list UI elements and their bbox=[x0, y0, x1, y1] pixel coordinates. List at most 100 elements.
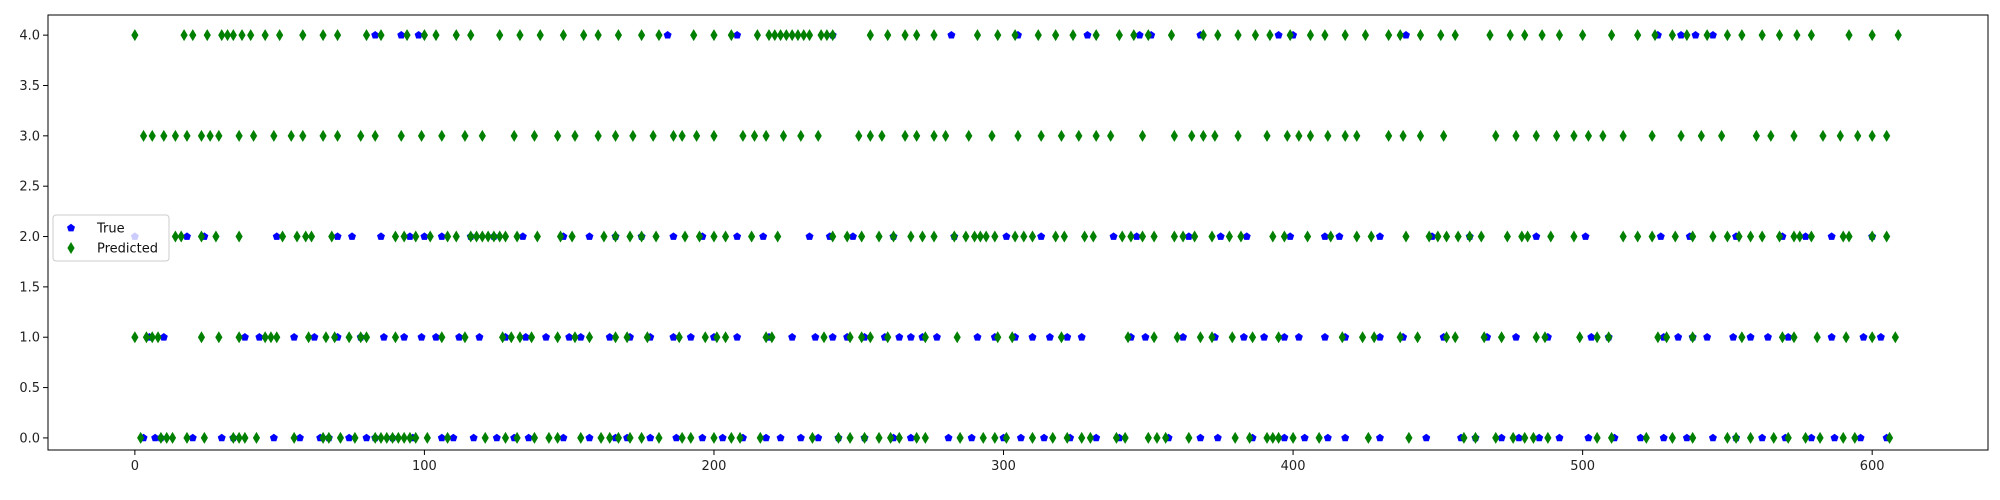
point-true bbox=[217, 433, 226, 442]
point-predicted bbox=[1619, 129, 1627, 142]
point-predicted bbox=[1512, 129, 1520, 142]
point-true bbox=[475, 333, 484, 341]
point-predicted bbox=[1842, 331, 1850, 344]
point-true bbox=[345, 433, 354, 442]
point-predicted bbox=[1784, 431, 1792, 444]
x-tick-label: 200 bbox=[702, 459, 727, 474]
point-predicted bbox=[1364, 431, 1372, 444]
point-predicted bbox=[750, 129, 759, 142]
point-predicted bbox=[276, 29, 284, 42]
point-true bbox=[1827, 333, 1836, 341]
point-predicted bbox=[1883, 230, 1891, 243]
point-predicted bbox=[1668, 29, 1676, 42]
point-predicted bbox=[1234, 29, 1242, 42]
point-predicted bbox=[713, 331, 721, 344]
point-predicted bbox=[643, 331, 651, 344]
point-predicted bbox=[1208, 230, 1216, 243]
point-predicted bbox=[1124, 331, 1132, 344]
point-true bbox=[182, 232, 191, 240]
point-predicted bbox=[1868, 230, 1876, 243]
point-predicted bbox=[1170, 129, 1178, 142]
point-predicted bbox=[1315, 431, 1323, 444]
point-predicted bbox=[858, 331, 866, 344]
point-true bbox=[1280, 333, 1289, 341]
point-predicted bbox=[600, 230, 608, 243]
point-predicted bbox=[765, 29, 773, 42]
point-predicted bbox=[1011, 230, 1019, 243]
point-predicted bbox=[1839, 431, 1847, 444]
point-predicted bbox=[1138, 129, 1147, 142]
point-predicted bbox=[1703, 29, 1711, 42]
point-predicted bbox=[1442, 230, 1451, 243]
point-predicted bbox=[472, 230, 481, 243]
point-predicted bbox=[400, 230, 408, 243]
point-predicted bbox=[527, 331, 536, 344]
point-predicted bbox=[1819, 129, 1827, 142]
point-true bbox=[828, 333, 837, 341]
point-predicted bbox=[206, 129, 214, 142]
point-true bbox=[1300, 433, 1309, 442]
point-true bbox=[585, 232, 594, 240]
point-predicted bbox=[1521, 431, 1529, 444]
point-predicted bbox=[554, 129, 562, 142]
point-true bbox=[310, 333, 319, 341]
point-predicted bbox=[215, 331, 223, 344]
legend-marker-true bbox=[67, 223, 75, 232]
point-predicted bbox=[177, 230, 185, 243]
point-predicted bbox=[762, 331, 770, 344]
point-predicted bbox=[1816, 431, 1824, 444]
point-predicted bbox=[197, 129, 206, 142]
point-predicted bbox=[400, 431, 408, 444]
point-predicted bbox=[1112, 431, 1121, 444]
point-predicted bbox=[655, 431, 663, 444]
point-predicted bbox=[721, 230, 730, 243]
point-predicted bbox=[406, 431, 414, 444]
point-true bbox=[686, 333, 695, 341]
point-true bbox=[759, 232, 768, 240]
point-true bbox=[1682, 433, 1691, 442]
point-predicted bbox=[501, 230, 510, 243]
point-predicted bbox=[846, 431, 854, 444]
point-predicted bbox=[1891, 331, 1899, 344]
point-predicted bbox=[1697, 129, 1705, 142]
plot-area bbox=[130, 29, 1902, 444]
point-predicted bbox=[215, 129, 223, 142]
point-true bbox=[1758, 433, 1767, 442]
point-true bbox=[1375, 232, 1384, 240]
point-true bbox=[559, 433, 568, 442]
point-predicted bbox=[1358, 331, 1367, 344]
point-true bbox=[1656, 232, 1665, 240]
point-predicted bbox=[1451, 29, 1459, 42]
point-predicted bbox=[1607, 431, 1616, 444]
point-predicted bbox=[377, 29, 385, 42]
point-true bbox=[733, 333, 742, 341]
point-true bbox=[1784, 333, 1793, 341]
point-predicted bbox=[710, 431, 718, 444]
point-true bbox=[576, 333, 585, 341]
point-predicted bbox=[154, 331, 162, 344]
point-true bbox=[698, 433, 707, 442]
point-predicted bbox=[571, 331, 579, 344]
point-true bbox=[1260, 333, 1269, 341]
point-true bbox=[967, 433, 976, 442]
point-predicted bbox=[736, 431, 744, 444]
point-predicted bbox=[1248, 331, 1257, 344]
point-predicted bbox=[594, 129, 602, 142]
point-predicted bbox=[1509, 431, 1517, 444]
point-predicted bbox=[1138, 230, 1147, 243]
point-true bbox=[333, 232, 342, 240]
point-predicted bbox=[1775, 230, 1784, 243]
point-predicted bbox=[336, 431, 345, 444]
point-predicted bbox=[1570, 129, 1578, 142]
point-true bbox=[1179, 333, 1188, 341]
point-predicted bbox=[1894, 29, 1902, 42]
point-predicted bbox=[1286, 29, 1294, 42]
point-predicted bbox=[513, 431, 521, 444]
point-predicted bbox=[1671, 230, 1679, 243]
point-predicted bbox=[594, 29, 602, 42]
point-true bbox=[932, 333, 941, 341]
point-predicted bbox=[554, 331, 562, 344]
point-predicted bbox=[1092, 129, 1100, 142]
point-predicted bbox=[1303, 230, 1312, 243]
point-predicted bbox=[1758, 230, 1766, 243]
